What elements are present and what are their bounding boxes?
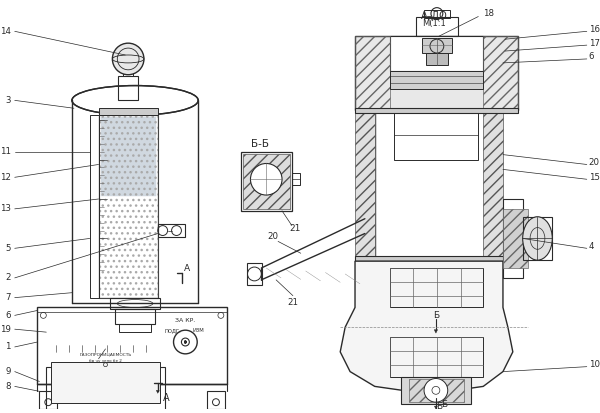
Bar	[483, 110, 503, 258]
Circle shape	[424, 378, 448, 402]
Text: ИЗМ: ИЗМ	[193, 328, 204, 333]
Bar	[401, 377, 472, 404]
Bar	[355, 256, 518, 261]
Polygon shape	[434, 330, 437, 333]
Bar	[355, 110, 375, 258]
Text: Б: Б	[433, 311, 439, 320]
Text: А–ДО: А–ДО	[421, 10, 447, 21]
Text: 13: 13	[0, 204, 11, 214]
Bar	[247, 263, 262, 285]
Text: 19: 19	[0, 325, 11, 334]
Bar	[110, 298, 160, 309]
Text: 2: 2	[5, 273, 11, 282]
Text: 11: 11	[0, 147, 11, 156]
Bar	[355, 36, 518, 110]
Text: 12: 12	[0, 173, 11, 182]
Bar	[416, 17, 458, 36]
Bar	[426, 53, 448, 65]
Bar	[158, 224, 185, 237]
Text: 1: 1	[5, 342, 11, 351]
Bar	[98, 108, 158, 115]
Text: Б: Б	[436, 401, 442, 411]
Text: 20: 20	[268, 232, 278, 241]
Bar	[409, 378, 464, 402]
Text: 18: 18	[483, 9, 494, 18]
Bar	[119, 324, 151, 332]
Bar	[98, 115, 158, 298]
Text: 7: 7	[5, 293, 11, 302]
Text: 3: 3	[5, 96, 11, 105]
Bar	[483, 36, 518, 110]
Text: ГАЗОПРОНИЦАЕМОСТЬ: ГАЗОПРОНИЦАЕМОСТЬ	[79, 353, 131, 357]
Polygon shape	[434, 406, 437, 409]
Bar	[503, 209, 527, 268]
Bar	[90, 115, 98, 298]
Ellipse shape	[523, 217, 552, 260]
Text: 6: 6	[5, 311, 11, 320]
Text: 4: 4	[589, 242, 594, 251]
Bar	[40, 392, 57, 409]
Bar	[389, 337, 483, 377]
Text: 17: 17	[589, 39, 600, 47]
Bar	[98, 115, 158, 298]
Text: 10: 10	[589, 360, 600, 369]
Text: А: А	[163, 393, 169, 403]
Circle shape	[112, 43, 144, 75]
Bar	[51, 362, 160, 403]
Text: 9: 9	[5, 367, 11, 376]
Bar	[101, 117, 156, 196]
Bar	[355, 36, 389, 110]
Bar	[242, 154, 290, 209]
Polygon shape	[340, 261, 513, 392]
Text: 6: 6	[589, 52, 594, 62]
Bar	[389, 36, 483, 71]
Text: 5: 5	[5, 244, 11, 253]
Bar	[207, 392, 225, 409]
Bar	[292, 173, 300, 185]
Text: ПОДГ.: ПОДГ.	[164, 328, 181, 333]
Text: 8: 8	[5, 382, 11, 391]
Text: 20: 20	[589, 158, 600, 167]
Bar	[389, 268, 483, 308]
Bar	[118, 76, 138, 100]
Bar	[46, 367, 164, 413]
Text: 21: 21	[287, 298, 298, 307]
Text: Б: Б	[441, 400, 447, 408]
Bar	[115, 309, 155, 324]
Bar	[37, 308, 227, 385]
Text: М(1:1: М(1:1	[422, 19, 446, 28]
Bar	[503, 199, 523, 278]
Bar	[523, 217, 552, 260]
Bar	[394, 110, 478, 159]
Polygon shape	[156, 390, 159, 393]
Text: Б-Б: Б-Б	[251, 139, 269, 149]
Text: 15: 15	[589, 173, 600, 182]
Bar	[123, 71, 133, 76]
Text: ЗА КР.: ЗА КР.	[175, 318, 196, 323]
Bar	[389, 71, 483, 88]
Bar	[241, 152, 292, 211]
Bar	[355, 108, 518, 113]
Bar	[424, 9, 450, 17]
Bar	[422, 38, 452, 53]
Text: 16: 16	[589, 25, 600, 34]
Text: А: А	[184, 263, 190, 273]
Text: бр чу зело бе 2: бр чу зело бе 2	[89, 359, 122, 363]
Text: 21: 21	[289, 224, 301, 233]
Text: 14: 14	[0, 27, 11, 36]
Circle shape	[250, 164, 282, 195]
